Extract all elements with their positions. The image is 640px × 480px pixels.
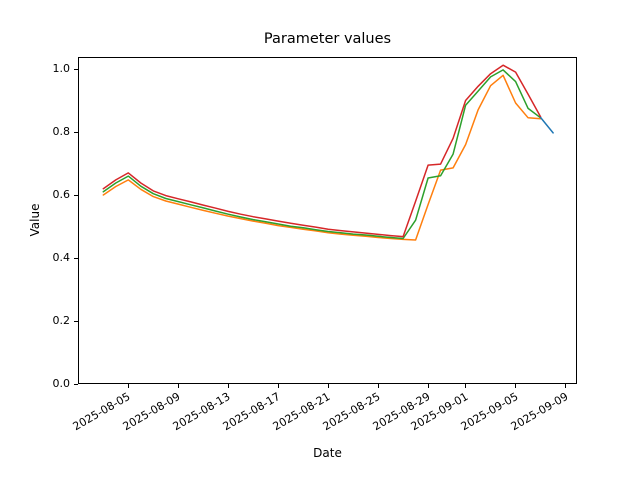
x-tick-mark <box>565 384 567 388</box>
chart-title: Parameter values <box>263 31 392 47</box>
y-tick-mark <box>74 68 78 70</box>
y-tick-label: 0.2 <box>52 314 71 327</box>
x-tick-mark <box>277 384 279 388</box>
x-axis-label: Date <box>313 446 342 460</box>
y-tick-label: 0.6 <box>52 188 71 201</box>
y-tick-mark <box>74 383 78 385</box>
y-axis-label: Value <box>28 203 42 237</box>
x-tick-mark <box>427 384 429 388</box>
axes-frame <box>78 57 577 384</box>
y-tick-mark <box>74 320 78 322</box>
y-tick-mark <box>74 194 78 196</box>
y-tick-label: 0.4 <box>52 251 71 264</box>
x-tick-mark <box>127 384 129 388</box>
x-tick-mark <box>465 384 467 388</box>
y-tick-label: 0.8 <box>52 125 71 138</box>
x-tick-mark <box>515 384 517 388</box>
x-tick-mark <box>227 384 229 388</box>
y-tick-mark <box>74 257 78 259</box>
x-tick-mark <box>177 384 179 388</box>
x-tick-mark <box>327 384 329 388</box>
y-tick-label: 0.0 <box>52 377 71 390</box>
y-tick-mark <box>74 131 78 133</box>
x-tick-mark <box>377 384 379 388</box>
y-tick-label: 1.0 <box>52 62 71 75</box>
